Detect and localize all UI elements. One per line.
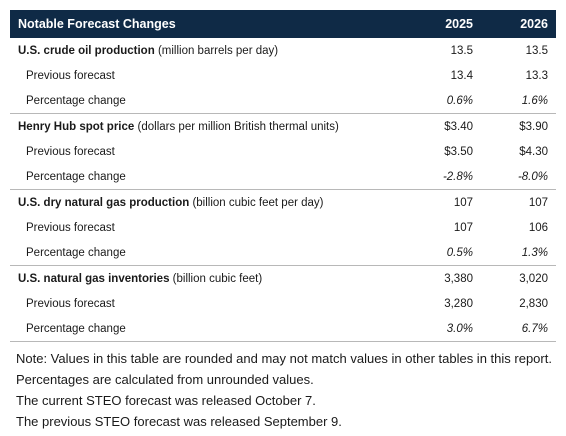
henry-hub-price-row: Henry Hub spot price (dollars per millio… <box>10 114 556 139</box>
table-notes: Note: Values in this table are rounded a… <box>10 348 556 432</box>
pct-2025: 0.5% <box>406 240 481 267</box>
previous-forecast-label: Previous forecast <box>26 69 115 82</box>
pct-2025: -2.8% <box>406 164 481 191</box>
table-header-row: Notable Forecast Changes 2025 2026 <box>10 10 556 38</box>
pct-2026: 1.6% <box>481 88 556 115</box>
metric-unit: (billion cubic feet) <box>172 272 263 285</box>
metric-name: Henry Hub spot price <box>18 120 135 133</box>
previous-2026: $4.30 <box>519 145 548 158</box>
note-rounding: Note: Values in this table are rounded a… <box>16 351 552 388</box>
previous-2026: 106 <box>528 221 548 234</box>
gas-inventories-row: U.S. natural gas inventories (billion cu… <box>10 266 556 291</box>
previous-forecast-label: Previous forecast <box>26 297 115 310</box>
pct-2025: 0.6% <box>406 88 481 115</box>
previous-forecast-label: Previous forecast <box>26 221 115 234</box>
metric-name: U.S. dry natural gas production <box>18 196 190 209</box>
pct-2025: 3.0% <box>406 316 481 343</box>
value-2025: 107 <box>453 196 473 209</box>
previous-2026: 2,830 <box>519 297 548 310</box>
table-title: Notable Forecast Changes <box>18 17 176 31</box>
crude-oil-pct-row: Percentage change 0.6% 1.6% <box>10 88 556 115</box>
percentage-change-label: Percentage change <box>10 88 406 115</box>
value-2025: 13.5 <box>450 44 473 57</box>
previous-2025: 107 <box>453 221 473 234</box>
henry-hub-pct-row: Percentage change -2.8% -8.0% <box>10 164 556 191</box>
value-2025: 3,380 <box>444 272 473 285</box>
forecast-table-container: Notable Forecast Changes 2025 2026 U.S. … <box>10 10 556 432</box>
crude-oil-production-row: U.S. crude oil production (million barre… <box>10 38 556 63</box>
dry-gas-pct-row: Percentage change 0.5% 1.3% <box>10 240 556 267</box>
pct-2026: -8.0% <box>481 164 556 191</box>
previous-forecast-label: Previous forecast <box>26 145 115 158</box>
note-current-release: The current STEO forecast was released O… <box>16 393 316 409</box>
percentage-change-label: Percentage change <box>10 316 406 343</box>
percentage-change-label: Percentage change <box>10 240 406 267</box>
value-2026: 13.5 <box>525 44 548 57</box>
pct-2026: 6.7% <box>481 316 556 343</box>
gas-inventories-previous-row: Previous forecast 3,280 2,830 <box>10 291 556 316</box>
value-2026: $3.90 <box>519 120 548 133</box>
value-2025: $3.40 <box>444 120 473 133</box>
metric-name: U.S. crude oil production <box>18 44 155 57</box>
notable-forecast-changes-table: Notable Forecast Changes 2025 2026 U.S. … <box>10 10 556 343</box>
metric-unit: (million barrels per day) <box>157 44 279 57</box>
previous-2025: 13.4 <box>450 69 473 82</box>
metric-unit: (billion cubic feet per day) <box>192 196 324 209</box>
dry-gas-production-row: U.S. dry natural gas production (billion… <box>10 190 556 215</box>
previous-2025: $3.50 <box>444 145 473 158</box>
value-2026: 3,020 <box>519 272 548 285</box>
year-2025-header: 2025 <box>445 17 473 31</box>
metric-unit: (dollars per million British thermal uni… <box>137 120 339 133</box>
gas-inventories-pct-row: Percentage change 3.0% 6.7% <box>10 316 556 343</box>
henry-hub-previous-row: Previous forecast $3.50 $4.30 <box>10 139 556 164</box>
previous-2025: 3,280 <box>444 297 473 310</box>
year-2026-header: 2026 <box>520 17 548 31</box>
crude-oil-previous-row: Previous forecast 13.4 13.3 <box>10 63 556 88</box>
pct-2026: 1.3% <box>481 240 556 267</box>
value-2026: 107 <box>528 196 548 209</box>
note-previous-release: The previous STEO forecast was released … <box>16 414 342 430</box>
dry-gas-previous-row: Previous forecast 107 106 <box>10 215 556 240</box>
metric-name: U.S. natural gas inventories <box>18 272 170 285</box>
percentage-change-label: Percentage change <box>10 164 406 191</box>
previous-2026: 13.3 <box>525 69 548 82</box>
